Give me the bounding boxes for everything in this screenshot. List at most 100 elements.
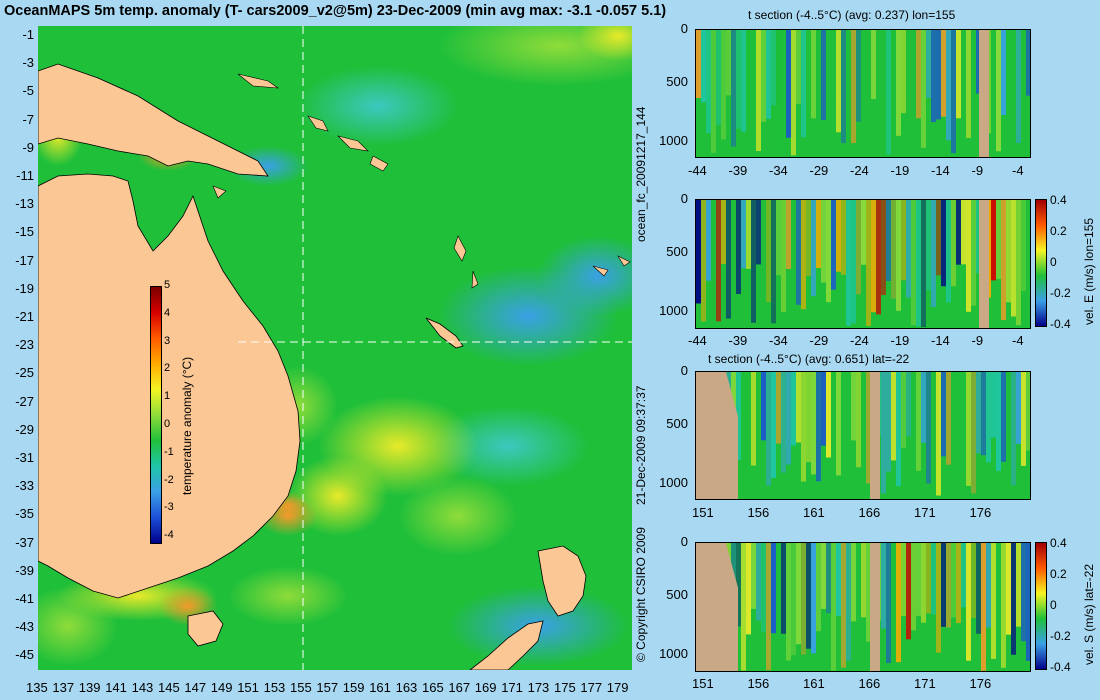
section-cell [836, 200, 841, 272]
section-1-plot [695, 29, 1031, 158]
section-cell [791, 30, 796, 156]
section-cell [851, 543, 856, 622]
section-cell [781, 543, 786, 634]
depth-tick: 1000 [659, 303, 688, 318]
map-lon-tick: 155 [290, 680, 312, 695]
section-cell [786, 30, 791, 138]
section-cell [986, 372, 991, 463]
section-cell [926, 372, 931, 484]
section-4-plot [695, 542, 1031, 672]
section-cell [1016, 372, 1021, 444]
depth-tick: 1000 [659, 133, 688, 148]
section-cell [831, 543, 836, 671]
section-cell [911, 30, 916, 110]
section-land-band [870, 372, 880, 499]
section-cell [896, 372, 901, 487]
section-cell [801, 30, 806, 138]
section-land-band [870, 543, 880, 671]
section-cell [746, 200, 751, 269]
section-cell [931, 372, 936, 493]
section-cell [1021, 30, 1026, 117]
depth-tick: 1000 [659, 475, 688, 490]
section-cell [916, 372, 921, 471]
section-cell [811, 30, 816, 119]
section-x-tick: 151 [692, 505, 714, 520]
section-cell [821, 543, 826, 609]
section-cell [1006, 200, 1011, 303]
section-cell [801, 200, 806, 310]
section-cell [821, 372, 826, 446]
section-cell [991, 200, 996, 281]
section-cell [1001, 200, 1006, 321]
section-cell [951, 200, 956, 287]
depth-tick: 500 [666, 244, 688, 259]
section-cell [761, 372, 766, 441]
section-cell [901, 543, 906, 617]
section-cell [931, 543, 936, 615]
section-cell [881, 372, 886, 494]
section-cell [976, 372, 981, 454]
map-lon-tick: 149 [210, 680, 233, 695]
map-colorbar-tick: -2 [164, 473, 174, 486]
section-cell [916, 200, 921, 327]
map-lat-tick: -41 [15, 591, 34, 606]
section-cell [856, 372, 861, 468]
section-cell [991, 30, 996, 124]
map-lat-tick: -5 [22, 83, 34, 99]
section-x-tick: 156 [747, 505, 770, 520]
section-x-tick: 166 [858, 505, 881, 520]
section-cell [1006, 372, 1011, 437]
section-cell [741, 372, 746, 470]
section-cell [891, 543, 896, 623]
map-lon-tick: 161 [369, 680, 391, 695]
map-lat-tick: -21 [15, 309, 34, 324]
section-cell [1016, 30, 1021, 144]
velocity-colorbar-tick: 0.2 [1050, 567, 1067, 581]
map-lat-tick: -35 [15, 506, 34, 522]
map-colorbar-tick: -3 [164, 501, 174, 514]
section-cell [736, 372, 741, 461]
new-zealand-south-landmass [469, 620, 544, 670]
section-cell [866, 543, 871, 642]
section-cell [711, 30, 716, 153]
section-cell [971, 372, 976, 494]
velocity-colorbar-tick: 0 [1050, 255, 1057, 269]
section-cell [856, 543, 861, 641]
section-cell [781, 372, 786, 473]
australia-landmass [38, 173, 301, 599]
section-cell [961, 543, 966, 608]
section-cell [791, 200, 796, 301]
section-cell [736, 543, 741, 627]
map-lat-tick: -43 [15, 619, 34, 635]
section-cell [721, 30, 726, 140]
section-cell [1001, 372, 1006, 462]
section-cell [796, 30, 801, 104]
section-cell [846, 543, 851, 661]
section-cell [746, 543, 751, 635]
section-cell [711, 200, 716, 272]
map-lat-tick: -1 [22, 27, 34, 42]
section-cell [861, 543, 866, 618]
section-cell [946, 30, 951, 141]
section-cell [851, 372, 856, 441]
section-cell [896, 543, 901, 663]
map-title: OceanMAPS 5m temp. anomaly (T- cars2009_… [4, 3, 667, 19]
section-cell [941, 372, 946, 457]
section-cell [816, 372, 821, 482]
map-lon-tick: 141 [105, 680, 127, 695]
section-cell [811, 543, 816, 654]
map-lat-tick: -17 [15, 252, 34, 268]
section-cell [971, 200, 976, 306]
section-x-tick: 171 [914, 505, 936, 520]
section-x-tick: 156 [747, 676, 770, 691]
section-cell [1016, 543, 1021, 627]
section-cell [771, 30, 776, 106]
section-cell [1021, 200, 1026, 292]
new-guinea-landmass [38, 63, 269, 177]
section-cell [931, 30, 936, 123]
new-caledonia-landmass [425, 317, 464, 349]
depth-tick: 500 [666, 587, 688, 602]
forecast-id-label: ocean_fc_20091217_144 [634, 106, 648, 242]
section-cell [951, 543, 956, 618]
section-cell [936, 30, 941, 120]
